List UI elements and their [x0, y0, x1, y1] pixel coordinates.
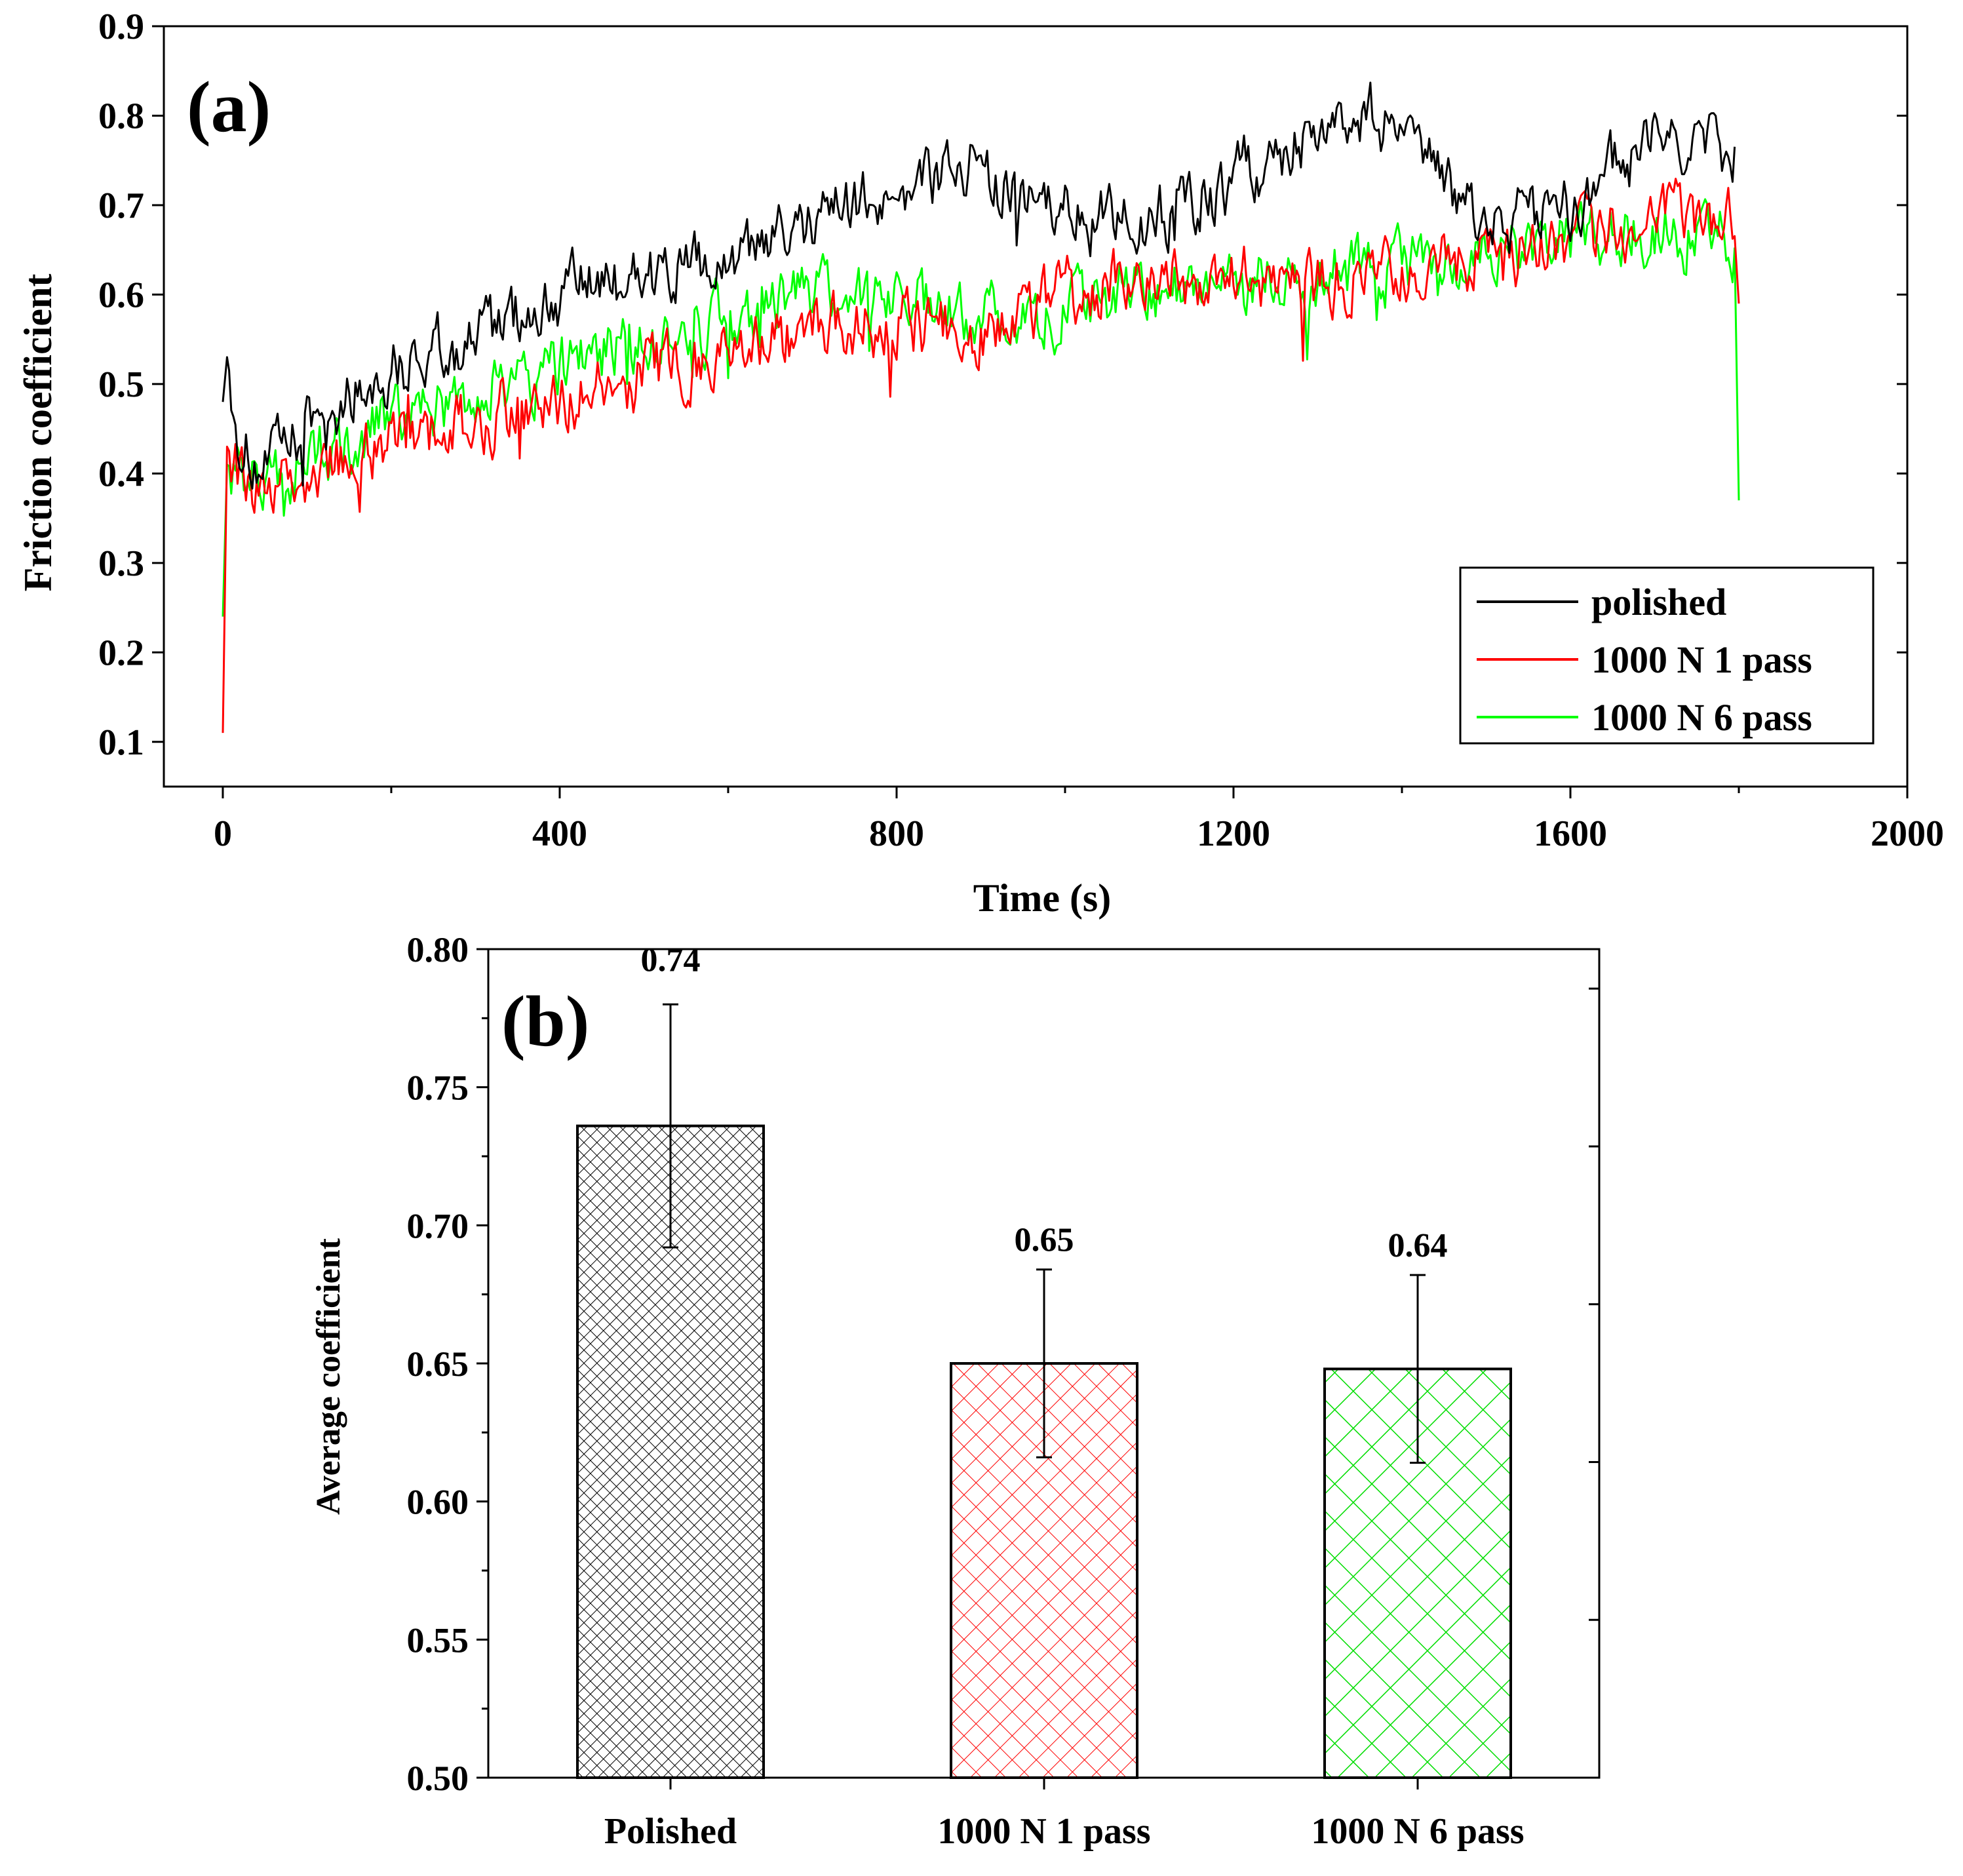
- series-line-0: [222, 81, 1736, 490]
- y-tick-label: 0.8: [98, 96, 144, 136]
- y-tick-label: 0.2: [98, 633, 144, 673]
- y-tick-label: 0.5: [98, 364, 144, 405]
- y-tick-label: 0.55: [407, 1620, 469, 1660]
- legend-label-0: polished: [1591, 581, 1726, 623]
- y-axis-title: Friction coefficient: [16, 274, 60, 592]
- x-axis-title: Time (s): [973, 876, 1112, 920]
- y-tick-label: 0.9: [98, 7, 144, 47]
- x-tick-label: 1000 N 6 pass: [1311, 1811, 1524, 1852]
- panel-label-a: (a): [187, 67, 271, 147]
- series-line-2: [222, 198, 1740, 617]
- y-tick-label: 0.7: [98, 186, 144, 226]
- y-tick-label: 0.3: [98, 543, 144, 584]
- legend: polished 1000 N 1 pass 1000 N 6 pass: [1459, 566, 1875, 745]
- y-tick-label: 0.80: [407, 930, 469, 969]
- tick-group: 0.50 0.55 0.60 0.65 0.70 0.75 0.80 Polished 1000…: [407, 930, 1599, 1852]
- bar-chart-panel: 0.74 0.65 0.64 0.50 0.55 0.60 0.65 0.70 0.75 0.8…: [310, 930, 1601, 1852]
- data-label-0: 0.74: [641, 942, 701, 979]
- y-tick-label: 0.70: [407, 1206, 469, 1245]
- data-label-1: 0.65: [1015, 1222, 1074, 1259]
- bars-group: 0.74 0.65 0.64: [576, 942, 1512, 1780]
- y-tick-label: 0.75: [407, 1068, 469, 1108]
- x-tick-label: 0: [214, 813, 232, 854]
- x-tick-label: 800: [869, 813, 924, 854]
- x-tick-label: 400: [532, 813, 587, 854]
- y-tick-label: 0.1: [98, 722, 144, 763]
- x-tick-label: 1600: [1534, 813, 1607, 854]
- x-tick-label: 1000 N 1 pass: [937, 1811, 1150, 1852]
- panel-label-b: (b): [501, 981, 589, 1061]
- series-line-1: [222, 178, 1740, 733]
- y-tick-label: 0.6: [98, 275, 144, 315]
- y-tick-label: 0.4: [98, 454, 144, 494]
- legend-label-2: 1000 N 6 pass: [1591, 696, 1812, 739]
- y-tick-label: 0.60: [407, 1483, 469, 1522]
- plot-frame: [163, 25, 1909, 788]
- x-tick-label: 2000: [1871, 813, 1944, 854]
- data-label-2: 0.64: [1388, 1227, 1448, 1264]
- y-axis-title: Average coefficient: [310, 1238, 347, 1515]
- legend-label-1: 1000 N 1 pass: [1591, 638, 1812, 681]
- legend-box: [1459, 566, 1875, 745]
- x-tick-label: Polished: [604, 1811, 737, 1852]
- x-tick-label: 1200: [1197, 813, 1270, 854]
- y-tick-label: 0.50: [407, 1759, 469, 1798]
- series-group: [222, 81, 1740, 733]
- tick-group: 0 400 800 1200 1600 2000 0.1 0.2 0.3 0.4 0.5 0.6 0.7…: [98, 7, 1944, 854]
- line-chart-panel: 0 400 800 1200 1600 2000 0.1 0.2 0.3 0.4 0.5 0.6 0.7…: [16, 7, 1944, 920]
- y-tick-label: 0.65: [407, 1344, 469, 1384]
